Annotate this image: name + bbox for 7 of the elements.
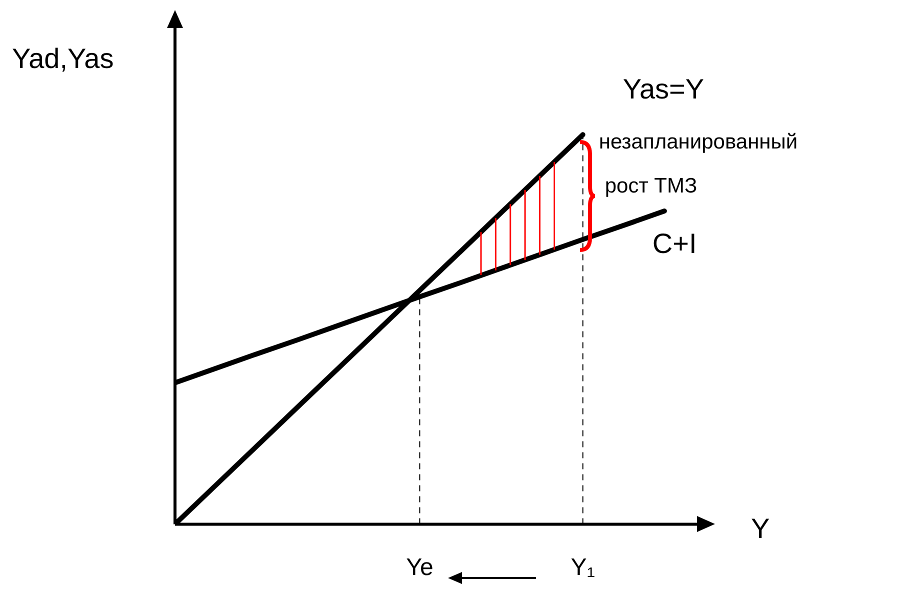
y-axis-title: Yad,Yas bbox=[12, 43, 114, 74]
x-tick-label: Ye bbox=[406, 554, 434, 582]
annotation: незапланированный рост ТМЗ bbox=[598, 130, 798, 198]
series-label: C+I bbox=[652, 228, 697, 260]
x-tick-label: Y₁ bbox=[570, 554, 595, 582]
series-label: Yas=Y bbox=[622, 74, 704, 105]
x-axis-title: Y bbox=[751, 513, 770, 544]
